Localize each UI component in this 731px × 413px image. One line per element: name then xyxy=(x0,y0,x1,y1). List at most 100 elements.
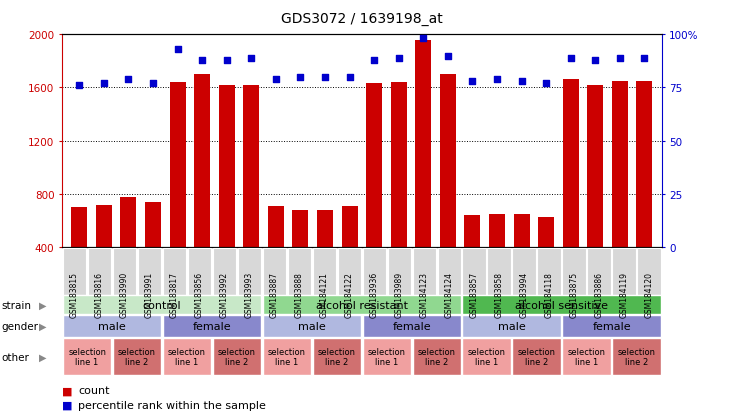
Bar xyxy=(72,208,87,248)
Bar xyxy=(317,211,333,248)
Text: count: count xyxy=(78,385,110,395)
Bar xyxy=(390,83,406,248)
Text: GSM183994: GSM183994 xyxy=(520,272,529,318)
Point xyxy=(466,78,478,85)
Text: selection
line 2: selection line 2 xyxy=(418,347,455,366)
Text: GSM183991: GSM183991 xyxy=(145,272,154,318)
Bar xyxy=(243,85,260,248)
Text: GSM183993: GSM183993 xyxy=(245,272,254,318)
Bar xyxy=(366,84,382,248)
Text: GSM183886: GSM183886 xyxy=(594,272,604,318)
Text: selection
line 1: selection line 1 xyxy=(268,347,306,366)
Text: GSM184122: GSM184122 xyxy=(345,272,354,317)
Text: other: other xyxy=(1,352,29,362)
Text: GSM184123: GSM184123 xyxy=(420,272,429,318)
Text: percentile rank within the sample: percentile rank within the sample xyxy=(78,400,266,410)
Text: selection
line 1: selection line 1 xyxy=(368,347,406,366)
Point xyxy=(344,74,355,81)
Text: GSM183856: GSM183856 xyxy=(195,272,204,318)
Text: selection
line 1: selection line 1 xyxy=(468,347,506,366)
Text: female: female xyxy=(393,321,431,331)
Point xyxy=(540,81,552,87)
Point xyxy=(368,57,380,64)
Text: control: control xyxy=(143,300,181,310)
Bar xyxy=(415,40,431,248)
Bar xyxy=(170,83,186,248)
Text: GSM183888: GSM183888 xyxy=(295,272,304,317)
Text: selection
line 1: selection line 1 xyxy=(568,347,605,366)
Point xyxy=(393,55,404,62)
Text: GSM183992: GSM183992 xyxy=(220,272,229,318)
Bar xyxy=(587,85,603,248)
Text: GSM183887: GSM183887 xyxy=(270,272,279,318)
Point xyxy=(246,55,257,62)
Point xyxy=(147,81,159,87)
Bar xyxy=(563,80,579,248)
Bar xyxy=(96,205,112,248)
Text: GSM184120: GSM184120 xyxy=(645,272,654,318)
Bar xyxy=(489,215,505,248)
Bar xyxy=(514,215,529,248)
Text: GSM183875: GSM183875 xyxy=(569,272,579,318)
Point xyxy=(172,47,183,53)
Point xyxy=(270,76,281,83)
Text: alcohol sensitive: alcohol sensitive xyxy=(515,300,608,310)
Point xyxy=(565,55,577,62)
Text: GSM183816: GSM183816 xyxy=(95,272,104,318)
Text: GSM184118: GSM184118 xyxy=(545,272,553,317)
Text: ▶: ▶ xyxy=(39,300,46,310)
Point xyxy=(197,57,208,64)
Bar xyxy=(341,206,357,248)
Point xyxy=(491,76,503,83)
Point xyxy=(515,78,527,85)
Bar xyxy=(145,203,161,248)
Bar xyxy=(219,85,235,248)
Text: male: male xyxy=(498,321,526,331)
Point xyxy=(295,74,306,81)
Bar xyxy=(194,75,210,248)
Text: selection
line 1: selection line 1 xyxy=(68,347,106,366)
Text: female: female xyxy=(592,321,631,331)
Point xyxy=(74,83,86,90)
Point xyxy=(417,36,429,43)
Bar xyxy=(464,216,480,248)
Point xyxy=(638,55,650,62)
Point xyxy=(98,81,110,87)
Point xyxy=(442,53,454,60)
Point xyxy=(221,57,232,64)
Text: ▶: ▶ xyxy=(39,352,46,362)
Text: ■: ■ xyxy=(62,400,72,410)
Text: female: female xyxy=(193,321,231,331)
Text: GDS3072 / 1639198_at: GDS3072 / 1639198_at xyxy=(281,12,443,26)
Text: GSM183815: GSM183815 xyxy=(70,272,79,318)
Text: ▶: ▶ xyxy=(39,321,46,331)
Text: selection
line 1: selection line 1 xyxy=(168,347,206,366)
Text: ■: ■ xyxy=(62,385,72,395)
Text: male: male xyxy=(98,321,126,331)
Text: GSM183817: GSM183817 xyxy=(170,272,179,318)
Point xyxy=(614,55,626,62)
Text: selection
line 2: selection line 2 xyxy=(218,347,256,366)
Text: GSM183858: GSM183858 xyxy=(495,272,504,318)
Text: GSM183936: GSM183936 xyxy=(370,272,379,318)
Text: GSM183989: GSM183989 xyxy=(395,272,404,318)
Bar xyxy=(268,206,284,248)
Bar xyxy=(292,211,308,248)
Text: GSM183857: GSM183857 xyxy=(470,272,479,318)
Bar xyxy=(637,82,652,248)
Text: gender: gender xyxy=(1,321,39,331)
Text: selection
line 2: selection line 2 xyxy=(618,347,656,366)
Point xyxy=(123,76,135,83)
Text: GSM184121: GSM184121 xyxy=(320,272,329,317)
Text: GSM183990: GSM183990 xyxy=(120,272,129,318)
Text: selection
line 2: selection line 2 xyxy=(518,347,556,366)
Bar xyxy=(440,75,456,248)
Text: selection
line 2: selection line 2 xyxy=(318,347,356,366)
Text: selection
line 2: selection line 2 xyxy=(118,347,156,366)
Point xyxy=(319,74,331,81)
Text: strain: strain xyxy=(1,300,31,310)
Bar xyxy=(538,217,554,248)
Text: GSM184124: GSM184124 xyxy=(444,272,454,318)
Text: GSM184119: GSM184119 xyxy=(620,272,629,318)
Point xyxy=(589,57,601,64)
